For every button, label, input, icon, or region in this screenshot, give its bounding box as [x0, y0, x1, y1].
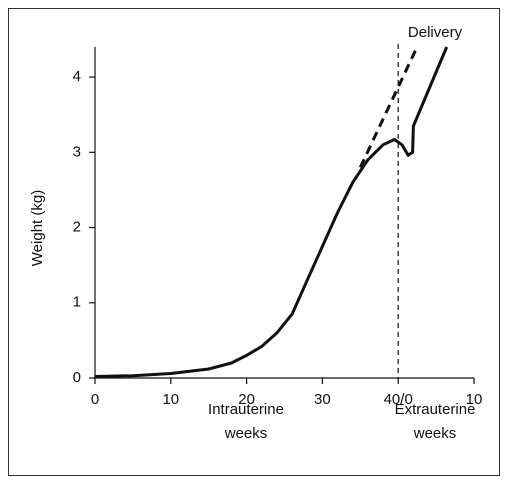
x-tick-label: 30	[314, 391, 331, 408]
x-tick-label: 40/0	[384, 391, 413, 408]
x-tick-label: 0	[91, 391, 99, 408]
x-group-label: Intrauterine	[208, 401, 284, 418]
y-axis-label: Weight (kg)	[29, 190, 46, 266]
y-tick-label: 1	[73, 294, 81, 311]
x-group-label: Extrauterine	[395, 401, 476, 418]
y-tick-label: 4	[73, 68, 81, 85]
series-line	[94, 46, 449, 378]
y-tick-label: 2	[73, 219, 81, 236]
x-group-label: weeks	[224, 425, 268, 442]
frame	[8, 8, 500, 476]
delivery-label: Delivery	[408, 24, 463, 41]
x-tick-label: 10	[466, 391, 483, 408]
x-tick-label: 10	[162, 391, 179, 408]
y-tick-label: 0	[73, 369, 81, 386]
x-tick-label: 20	[238, 391, 255, 408]
y-tick-label: 3	[73, 143, 81, 160]
x-group-label: weeks	[413, 425, 457, 442]
series-line	[358, 46, 419, 169]
